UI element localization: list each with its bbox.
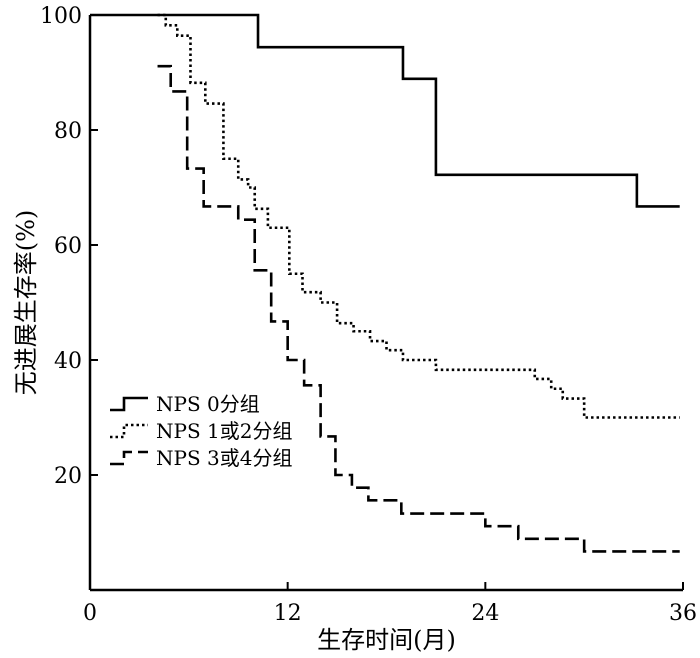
series-group bbox=[90, 13, 680, 553]
x-tick-label: 0 bbox=[83, 601, 97, 626]
legend-swatch-2 bbox=[110, 423, 148, 439]
x-tick-label: 12 bbox=[274, 601, 302, 626]
y-tick-label: 40 bbox=[54, 349, 82, 374]
legend-swatch-1 bbox=[110, 396, 148, 412]
legend-label-3: NPS 3或4分组 bbox=[156, 446, 292, 470]
x-tick-label: 24 bbox=[471, 601, 499, 626]
y-tick-label: 20 bbox=[54, 464, 82, 489]
series-line-1 bbox=[90, 13, 680, 208]
y-tick-label: 60 bbox=[54, 234, 82, 259]
series-line-2 bbox=[157, 13, 680, 419]
legend-swatch-3 bbox=[110, 450, 148, 466]
tick-group: 0 12 24 36 20 40 60 80 100 bbox=[40, 4, 697, 626]
y-tick-label: 100 bbox=[40, 4, 82, 29]
legend-label-2: NPS 1或2分组 bbox=[156, 419, 292, 443]
legend: NPS 0分组 NPS 1或2分组 NPS 3或4分组 bbox=[110, 392, 292, 470]
y-tick-label: 80 bbox=[54, 119, 82, 144]
x-tick-label: 36 bbox=[669, 601, 697, 626]
y-axis-label: 无进展生存率(%) bbox=[12, 210, 40, 396]
legend-label-1: NPS 0分组 bbox=[156, 392, 260, 416]
series-line-3 bbox=[157, 64, 680, 553]
axes bbox=[88, 15, 683, 592]
x-axis-label: 生存时间(月) bbox=[317, 626, 456, 654]
